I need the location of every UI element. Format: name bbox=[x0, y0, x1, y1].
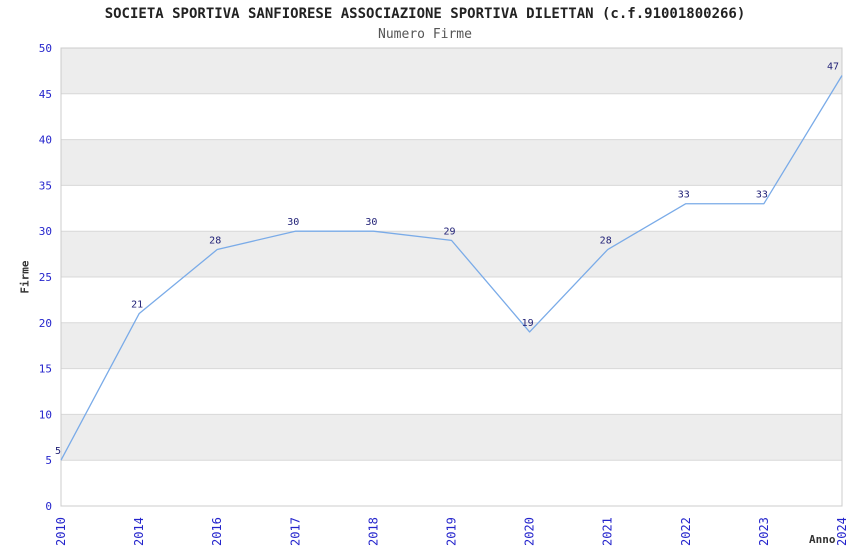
x-tick-label: 2019 bbox=[445, 517, 459, 546]
x-tick-label: 2018 bbox=[366, 517, 380, 546]
y-tick-label: 10 bbox=[39, 408, 52, 421]
x-tick-label: 2022 bbox=[679, 517, 693, 546]
y-tick-label: 40 bbox=[39, 134, 52, 147]
x-tick-label: 2024 bbox=[835, 517, 849, 546]
y-tick-label: 5 bbox=[45, 454, 52, 467]
chart-title: SOCIETA SPORTIVA SANFIORESE ASSOCIAZIONE… bbox=[104, 6, 746, 22]
data-point-label: 33 bbox=[756, 190, 768, 201]
y-tick-label: 30 bbox=[39, 225, 52, 238]
data-point-label: 30 bbox=[287, 217, 299, 228]
data-point-label: 21 bbox=[131, 300, 143, 311]
x-tick-label: 2017 bbox=[288, 517, 302, 546]
data-line bbox=[60, 75, 843, 461]
data-point-label: 28 bbox=[600, 236, 612, 247]
plot-band bbox=[61, 231, 842, 277]
y-axis-label: Firme bbox=[18, 260, 32, 294]
x-tick-label: 2010 bbox=[54, 517, 68, 546]
y-tick-label: 20 bbox=[39, 317, 52, 330]
data-point-label: 28 bbox=[209, 236, 221, 247]
x-tick-label: 2023 bbox=[757, 517, 771, 546]
plot-border bbox=[60, 47, 843, 507]
y-tick-label: 45 bbox=[39, 88, 52, 101]
plot-band bbox=[61, 48, 842, 94]
x-tick-label: 2016 bbox=[210, 517, 224, 546]
data-point-label: 30 bbox=[365, 217, 377, 228]
data-point-label: 47 bbox=[827, 61, 839, 72]
data-point-label: 5 bbox=[55, 446, 61, 457]
y-tick-label: 15 bbox=[39, 363, 52, 376]
chart-subtitle: Numero Firme bbox=[378, 27, 472, 42]
x-tick-label: 2014 bbox=[132, 517, 146, 546]
y-tick-label: 50 bbox=[39, 42, 52, 55]
x-tick-label: 2021 bbox=[601, 517, 615, 546]
x-tick-label: 2020 bbox=[523, 517, 537, 546]
plot-band bbox=[61, 322, 842, 369]
y-tick-label: 35 bbox=[39, 179, 52, 192]
data-point-label: 33 bbox=[678, 190, 690, 201]
plot-band bbox=[61, 414, 842, 461]
plot-band bbox=[61, 139, 842, 186]
y-tick-label: 0 bbox=[45, 500, 52, 513]
y-tick-label: 25 bbox=[39, 271, 52, 284]
x-axis-label: Anno bbox=[809, 533, 836, 546]
data-point-label: 19 bbox=[522, 318, 534, 329]
data-point-label: 29 bbox=[443, 226, 455, 237]
